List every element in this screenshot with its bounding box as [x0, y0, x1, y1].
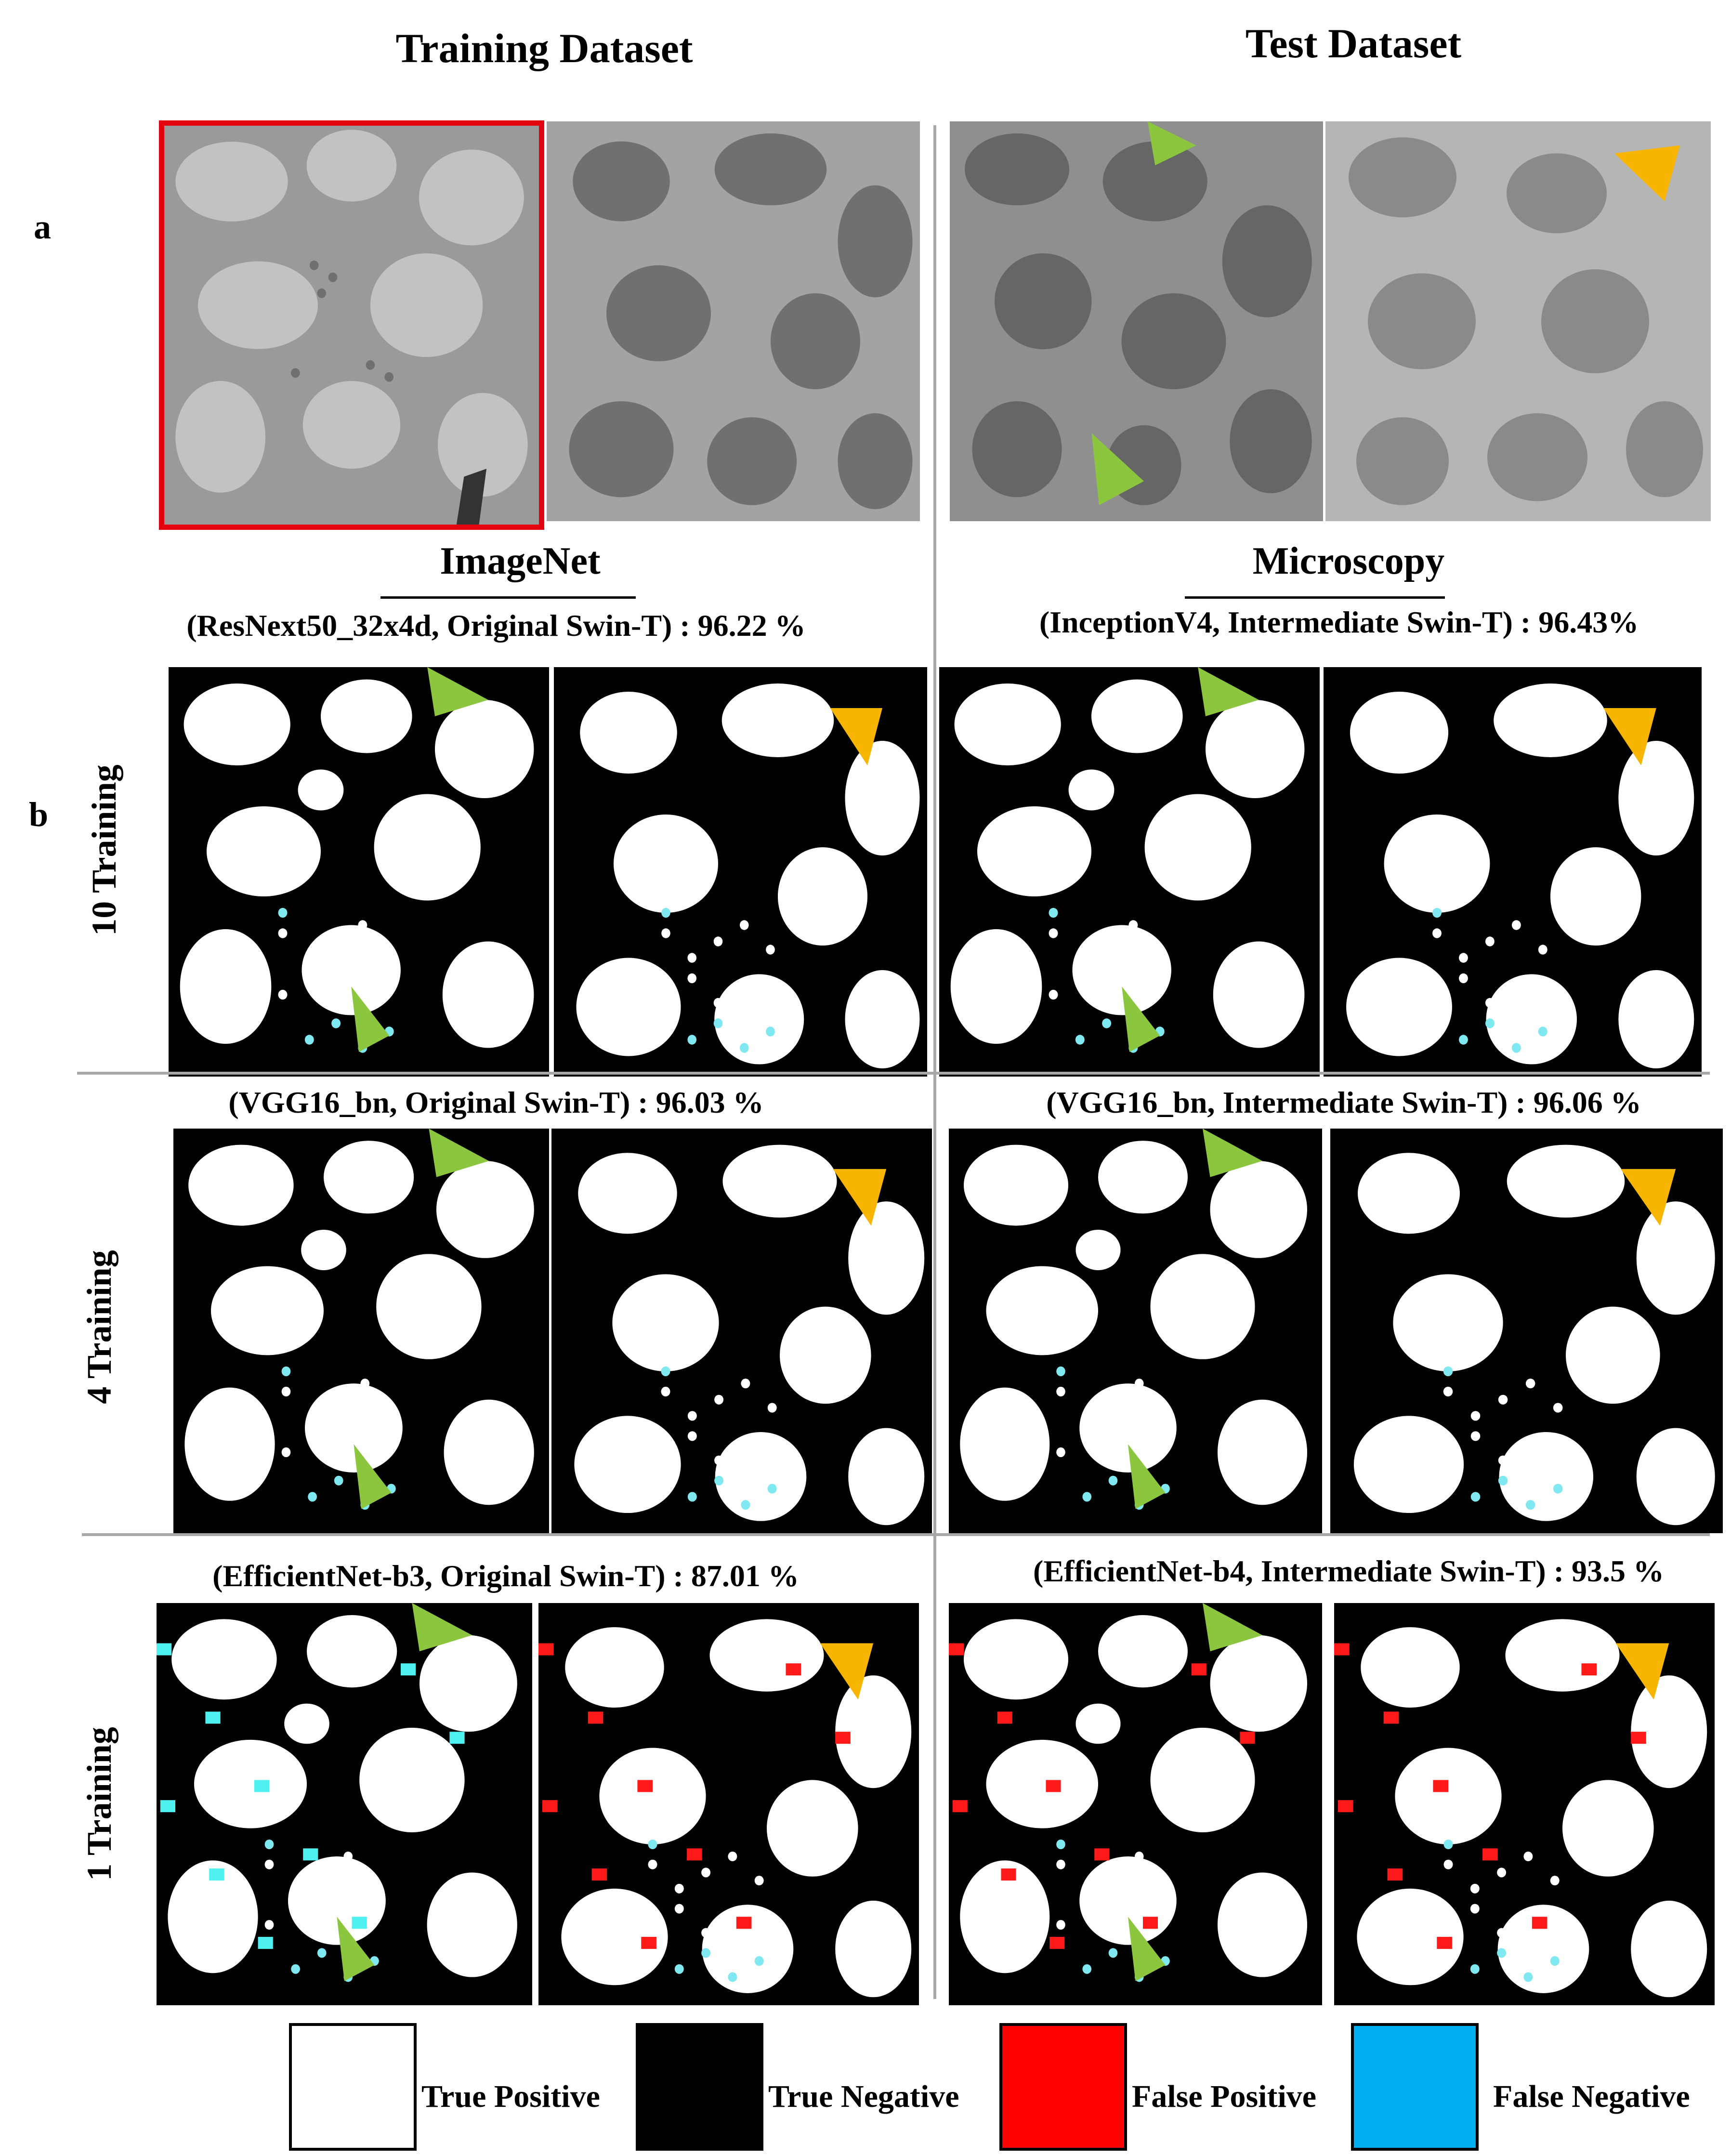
segmentation-panel — [949, 1129, 1322, 1533]
caption-4-training-left: (VGG16_bn, Original Swin-T) : 96.03 % — [228, 1085, 764, 1119]
imagenet-subheader: ImageNet — [440, 540, 601, 582]
caption-1-training-left: (EfficientNet-b3, Original Swin-T) : 87.… — [212, 1559, 799, 1593]
micrograph-test-2 — [1325, 121, 1711, 521]
legend-swatch-true-negative — [636, 2023, 763, 2151]
segmentation-panel — [949, 1603, 1322, 2005]
test-dataset-header: Test Dataset — [1245, 20, 1462, 66]
vertical-divider — [933, 125, 936, 1999]
caption-4-training-right: (VGG16_bn, Intermediate Swin-T) : 96.06 … — [1046, 1085, 1641, 1119]
legend-label-true-negative: True Negative — [768, 2079, 959, 2114]
micrograph-training-2 — [547, 121, 920, 521]
row-divider-1 — [77, 1072, 1710, 1075]
segmentation-panel — [169, 667, 549, 1077]
segmentation-panel — [173, 1129, 549, 1533]
row-label-4-training: 4 Training — [80, 1250, 118, 1404]
microscopy-underline — [1185, 596, 1445, 599]
legend-swatch-false-negative — [1351, 2023, 1479, 2151]
microscopy-subheader: Microscopy — [1252, 540, 1445, 582]
row-divider-2 — [82, 1533, 1710, 1536]
legend-label-false-negative: False Negative — [1493, 2079, 1690, 2114]
panel-label-b: b — [29, 795, 49, 834]
segmentation-panel — [1324, 667, 1702, 1077]
legend-swatch-false-positive — [999, 2023, 1127, 2151]
segmentation-panel — [1330, 1129, 1723, 1533]
imagenet-underline — [380, 596, 636, 599]
segmentation-panel — [939, 667, 1320, 1077]
caption-10-training-right: (InceptionV4, Intermediate Swin-T) : 96.… — [1039, 605, 1639, 639]
legend-label-true-positive: True Positive — [421, 2079, 600, 2114]
row-label-1-training: 1 Training — [80, 1727, 118, 1881]
row-label-10-training: 10 Training — [85, 764, 123, 936]
panel-label-a: a — [34, 208, 51, 246]
caption-10-training-left: (ResNext50_32x4d, Original Swin-T) : 96.… — [186, 608, 806, 643]
legend-label-false-positive: False Positive — [1132, 2079, 1317, 2114]
micrograph-test-1 — [950, 121, 1323, 521]
segmentation-panel — [157, 1603, 532, 2005]
segmentation-panel — [538, 1603, 919, 2005]
segmentation-panel — [551, 1129, 932, 1533]
legend-swatch-true-positive — [289, 2023, 417, 2151]
micrograph-training-1 — [159, 120, 544, 530]
training-dataset-header: Training Dataset — [395, 25, 693, 71]
segmentation-panel — [554, 667, 927, 1077]
caption-1-training-right: (EfficientNet-b4, Intermediate Swin-T) :… — [1033, 1554, 1664, 1588]
segmentation-panel — [1334, 1603, 1715, 2005]
